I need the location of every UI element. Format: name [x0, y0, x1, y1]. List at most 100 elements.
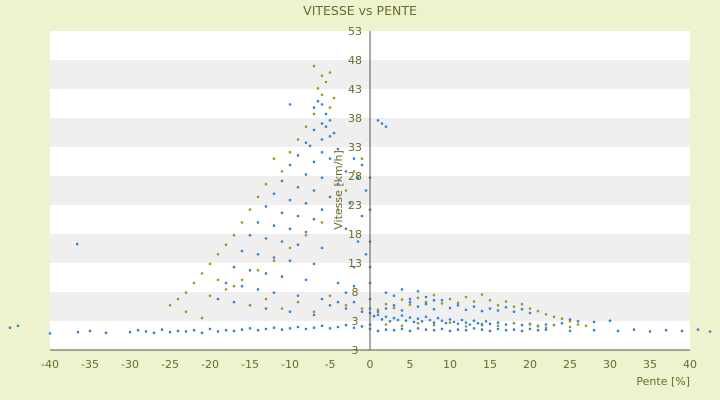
- data-point: [320, 103, 324, 106]
- data-point: [224, 288, 228, 291]
- x-tick-label: -20: [201, 358, 219, 371]
- data-point: [296, 243, 300, 246]
- data-point: [328, 195, 332, 199]
- y-tick-label: 13: [348, 257, 362, 270]
- x-axis-label: Pente [%]: [636, 375, 690, 388]
- data-point: [320, 176, 324, 179]
- data-point: [328, 294, 332, 298]
- x-tick-label: 30: [603, 358, 617, 371]
- data-point: [344, 291, 348, 294]
- data-point: [384, 307, 388, 310]
- y-tick-label: 33: [348, 141, 362, 154]
- data-point: [224, 328, 228, 332]
- data-point: [324, 125, 328, 128]
- data-point: [304, 278, 308, 282]
- data-point: [296, 294, 300, 298]
- x-tick-label: -10: [281, 358, 299, 371]
- axes: [50, 31, 690, 351]
- data-point: [480, 293, 484, 296]
- data-point: [288, 163, 292, 167]
- data-point: [304, 233, 308, 237]
- data-point: [424, 300, 428, 304]
- data-point: [312, 310, 316, 314]
- data-point: [344, 189, 348, 192]
- data-point: [364, 253, 368, 256]
- data-point: [476, 321, 480, 325]
- data-point: [296, 300, 300, 304]
- data-point: [272, 259, 276, 263]
- data-point: [288, 227, 292, 231]
- data-point: [464, 328, 468, 332]
- data-point: [256, 269, 260, 272]
- data-point: [248, 208, 252, 211]
- data-point: [412, 320, 416, 324]
- data-point: [152, 331, 156, 335]
- data-point: [168, 330, 172, 334]
- data-point: [144, 330, 148, 333]
- data-point: [544, 313, 548, 316]
- data-point: [352, 284, 356, 288]
- data-point: [456, 328, 460, 331]
- data-point: [528, 307, 532, 310]
- data-point: [468, 323, 472, 326]
- data-point: [352, 170, 356, 173]
- data-point: [248, 304, 252, 307]
- data-point: [512, 321, 516, 325]
- data-point: [416, 290, 420, 293]
- data-point: [472, 305, 476, 308]
- data-point: [568, 329, 572, 333]
- data-point: [332, 131, 336, 135]
- data-point: [316, 87, 320, 90]
- data-point: [428, 318, 432, 322]
- data-point: [360, 325, 364, 328]
- data-point: [432, 328, 436, 332]
- data-point: [520, 323, 524, 327]
- data-point: [324, 112, 328, 116]
- data-point: [208, 294, 212, 298]
- data-point: [504, 300, 508, 303]
- y-tick-label: 43: [348, 83, 362, 96]
- data-point: [256, 195, 260, 199]
- data-point: [240, 328, 244, 331]
- y-tick-label: 48: [348, 54, 362, 67]
- data-point: [544, 326, 548, 330]
- data-point: [448, 306, 452, 310]
- data-point: [484, 320, 488, 323]
- data-point: [448, 329, 452, 333]
- data-point: [528, 323, 532, 326]
- data-point: [240, 278, 244, 282]
- data-point: [296, 154, 300, 157]
- data-point: [392, 304, 396, 307]
- y-tick-label: 28: [348, 170, 362, 183]
- data-point: [448, 318, 452, 321]
- data-point: [536, 325, 540, 328]
- data-point: [544, 323, 548, 326]
- data-point: [176, 297, 180, 301]
- data-point: [496, 309, 500, 312]
- data-point: [504, 328, 508, 332]
- data-point: [256, 328, 260, 332]
- data-point: [416, 317, 420, 321]
- x-tick-label: -30: [121, 358, 139, 371]
- data-point: [312, 160, 316, 164]
- data-point: [424, 295, 428, 299]
- data-point: [296, 325, 300, 329]
- data-point: [312, 326, 316, 330]
- data-point: [384, 125, 388, 128]
- data-point: [320, 74, 324, 77]
- data-point: [536, 309, 540, 313]
- data-point: [328, 327, 332, 330]
- data-point: [708, 330, 712, 333]
- data-point: [380, 318, 384, 321]
- data-point: [408, 297, 412, 301]
- data-point: [272, 256, 276, 259]
- data-point: [264, 272, 268, 275]
- data-point: [8, 326, 12, 330]
- data-point: [336, 300, 340, 304]
- data-point: [336, 281, 340, 285]
- data-point: [520, 307, 524, 311]
- data-point: [452, 320, 456, 324]
- data-point: [576, 323, 580, 326]
- data-point: [376, 310, 380, 314]
- data-point: [75, 242, 79, 246]
